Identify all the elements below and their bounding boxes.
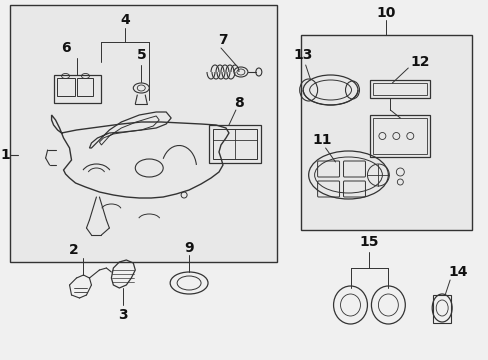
Text: 6: 6 — [61, 41, 70, 55]
Bar — [373, 83, 427, 95]
Bar — [373, 118, 427, 154]
Bar — [54, 75, 101, 103]
Bar — [213, 129, 256, 159]
Text: 14: 14 — [447, 265, 467, 279]
Text: 9: 9 — [184, 241, 194, 255]
Text: 2: 2 — [68, 243, 78, 257]
Bar — [370, 115, 429, 157]
Text: 3: 3 — [118, 308, 128, 322]
Text: 15: 15 — [359, 235, 378, 249]
Text: 1: 1 — [1, 148, 11, 162]
Text: 12: 12 — [409, 55, 429, 69]
Bar — [370, 80, 429, 98]
Bar — [57, 78, 74, 96]
Text: 11: 11 — [312, 133, 332, 147]
Text: 13: 13 — [292, 48, 312, 62]
Bar — [432, 295, 450, 323]
Text: 7: 7 — [218, 33, 227, 47]
Bar — [208, 125, 260, 163]
Bar — [10, 5, 276, 262]
Text: 5: 5 — [136, 48, 146, 62]
Bar — [300, 35, 471, 230]
Bar — [77, 78, 93, 96]
Text: 4: 4 — [120, 13, 130, 27]
Text: 8: 8 — [234, 96, 244, 110]
Text: 10: 10 — [376, 6, 395, 20]
